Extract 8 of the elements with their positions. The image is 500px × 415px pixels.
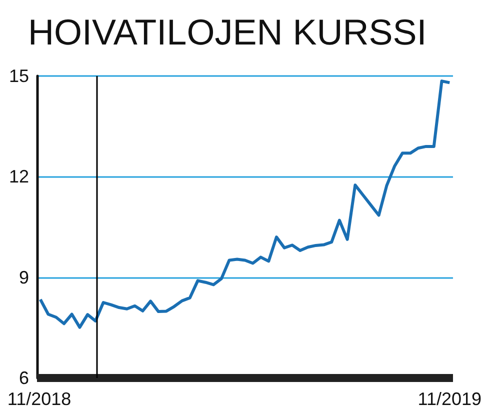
y-tick-label: 12 bbox=[8, 166, 29, 187]
chart-title: HOIVATILOJEN KURSSI bbox=[28, 12, 427, 52]
y-tick-label: 6 bbox=[18, 368, 29, 388]
y-tick-label: 15 bbox=[8, 66, 29, 86]
x-tick-label: 11/2018 bbox=[7, 389, 72, 409]
y-tick-label: 9 bbox=[18, 267, 29, 288]
x-tick-label: 11/2019 bbox=[418, 389, 482, 409]
line-series bbox=[38, 80, 452, 329]
